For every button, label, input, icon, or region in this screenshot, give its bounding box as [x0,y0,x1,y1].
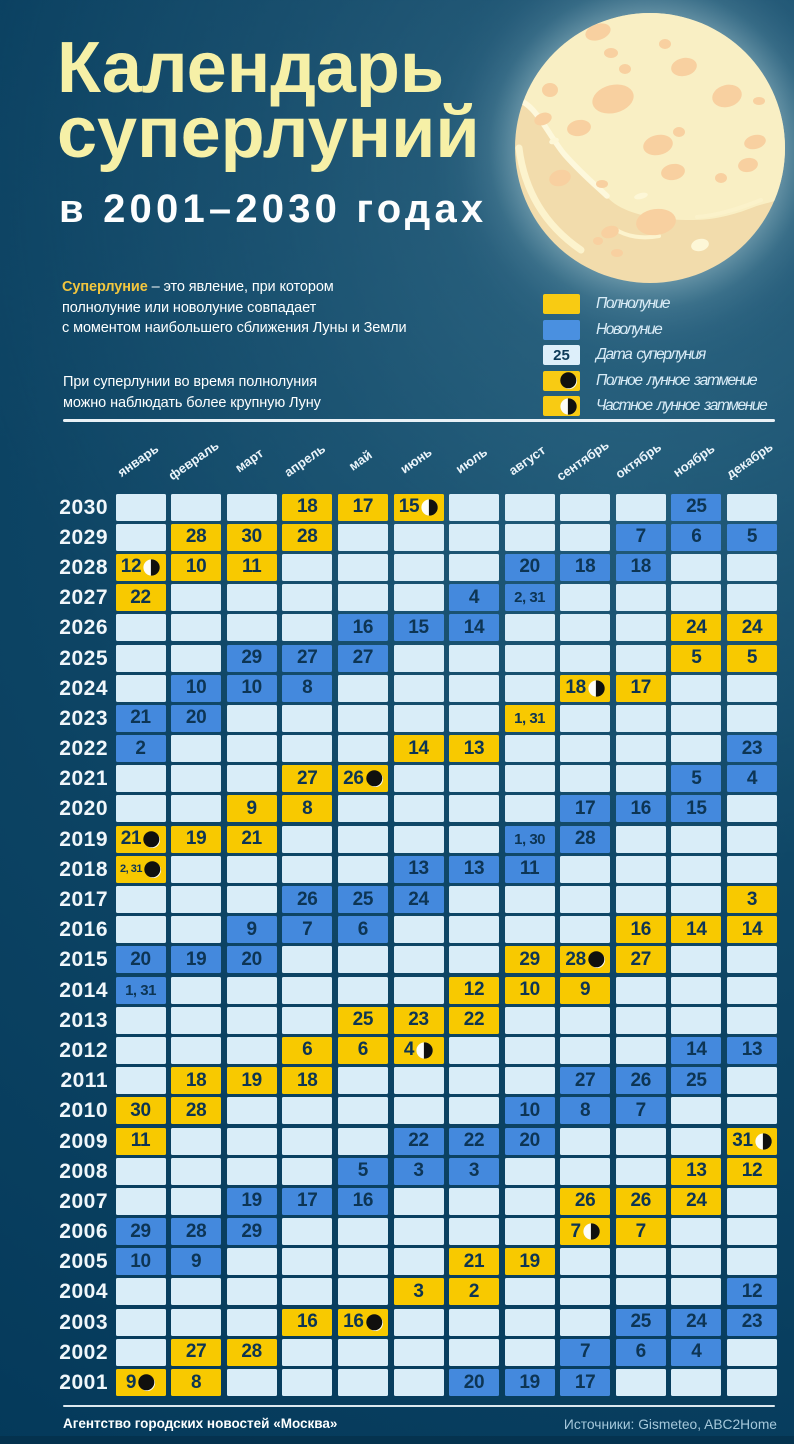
svg-text:январь: январь [115,441,162,480]
svg-text:июль: июль [453,444,490,476]
svg-text:март: март [232,445,266,475]
svg-text:июнь: июнь [397,444,434,476]
svg-text:май: май [346,447,375,473]
svg-text:февраль: февраль [166,438,222,480]
svg-text:октябрь: октябрь [612,439,664,480]
svg-text:ноябрь: ноябрь [670,441,717,480]
svg-text:апрель: апрель [281,441,328,480]
svg-text:август: август [506,442,548,478]
svg-text:декабрь: декабрь [723,439,775,480]
svg-text:сентябрь: сентябрь [554,437,612,480]
